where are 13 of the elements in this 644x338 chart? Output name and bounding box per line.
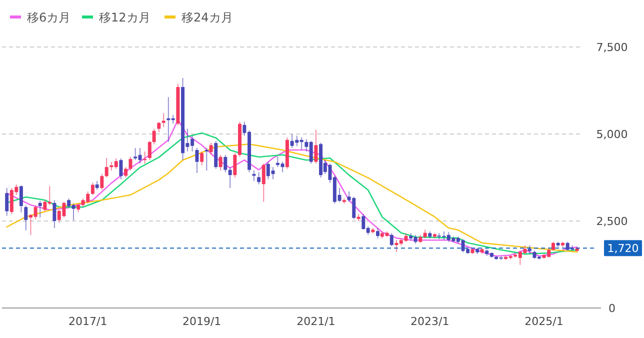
legend-label: 移12カ月: [99, 10, 150, 24]
x-tick-label: 2019/1: [182, 315, 222, 328]
y-tick-label: 0: [608, 302, 616, 315]
x-tick-label: 2025/1: [524, 315, 564, 328]
x-tick-label: 2023/1: [410, 315, 450, 328]
ref-line-label: 1,720: [607, 242, 639, 256]
x-tick-label: 2017/1: [68, 315, 108, 328]
y-tick-label: 2,500: [596, 215, 628, 228]
x-tick-label: 2021/1: [296, 315, 336, 328]
y-tick-label: 5,000: [596, 128, 628, 141]
y-tick-label: 7,500: [596, 41, 628, 54]
legend-label: 移24カ月: [182, 10, 233, 24]
legend-label: 移6カ月: [27, 10, 71, 24]
